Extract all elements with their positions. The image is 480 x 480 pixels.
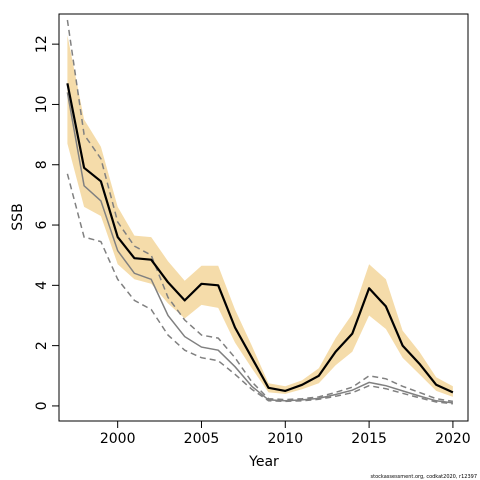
x-tick-label-2005: 2005	[184, 431, 220, 447]
x-tick-label-2015: 2015	[351, 431, 387, 447]
credit-text: stockassessment.org, codkat2020, r12397	[371, 474, 477, 480]
y-tick-label-4: 4	[34, 281, 50, 290]
x-tick-label-2020: 2020	[435, 431, 471, 447]
y-tick-label-0: 0	[34, 401, 50, 410]
y-tick-label-10: 10	[34, 96, 50, 114]
plot-frame	[58, 13, 469, 422]
y-axis-title: SSB	[10, 203, 26, 230]
y-tick-label-8: 8	[34, 160, 50, 169]
x-tick-label-2010: 2010	[267, 431, 303, 447]
reference-upper-line	[66, 19, 454, 403]
y-tick-label-12: 12	[34, 35, 50, 53]
y-tick-label-6: 6	[34, 220, 50, 229]
x-axis-title: Year	[248, 454, 279, 470]
ssb-estimate-line	[66, 83, 454, 394]
reference-lower-line	[66, 173, 453, 405]
x-tick-label-2000: 2000	[100, 431, 136, 447]
ssb-confidence-band	[67, 35, 453, 397]
y-tick-label-2: 2	[34, 341, 50, 350]
reference-line	[66, 92, 453, 404]
